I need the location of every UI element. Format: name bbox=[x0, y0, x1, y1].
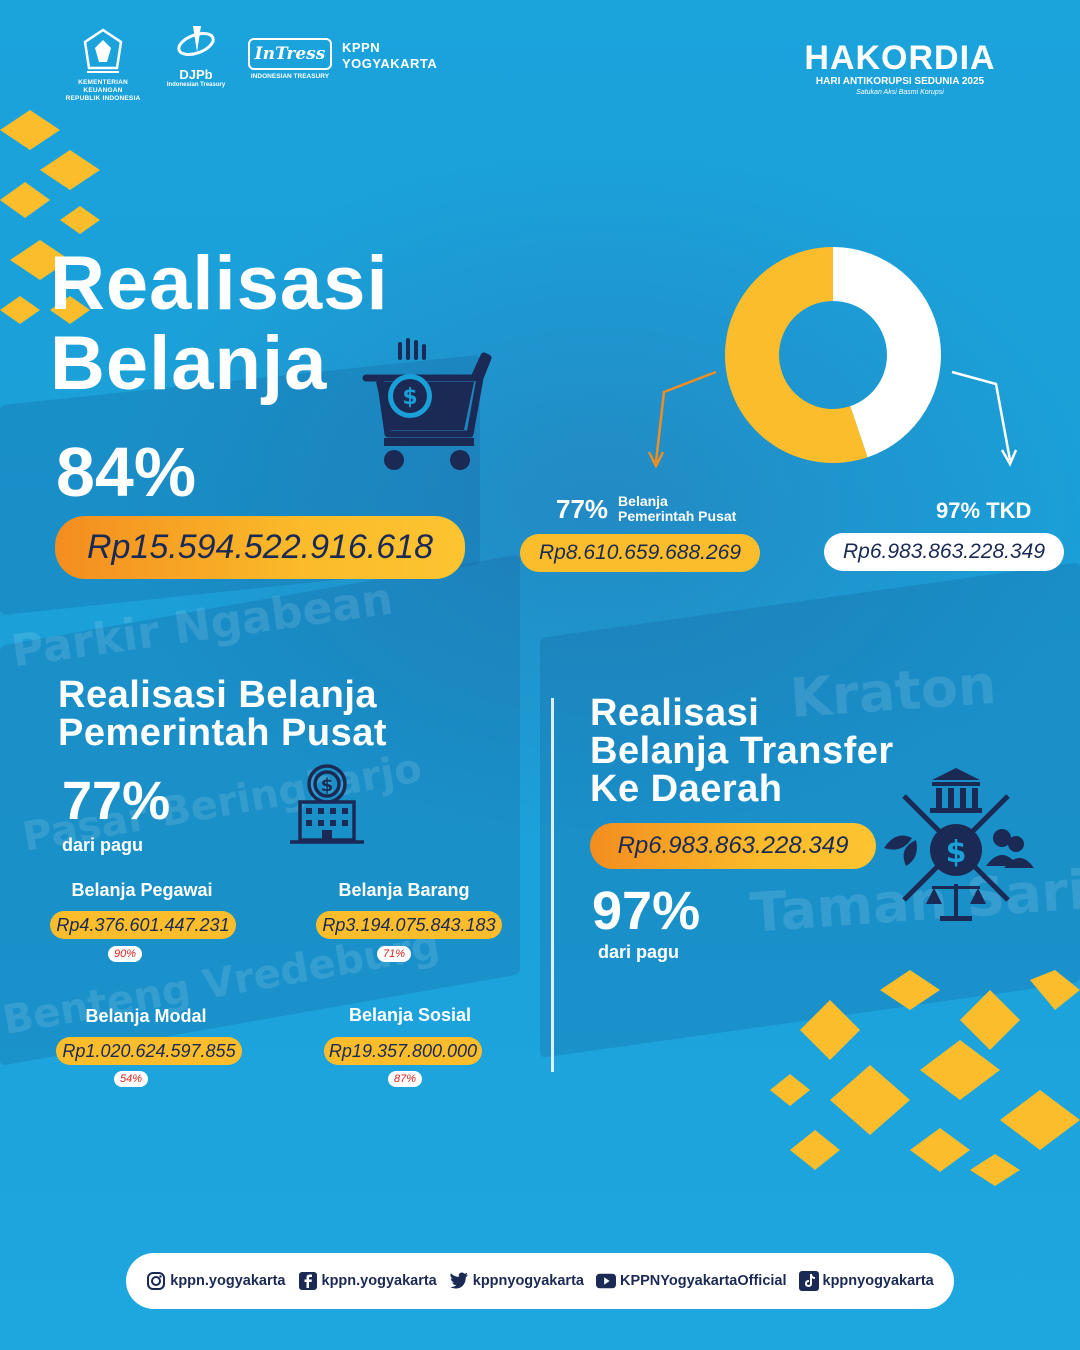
djpb-emblem-icon bbox=[177, 26, 215, 56]
svg-text:$: $ bbox=[321, 775, 334, 796]
youtube-icon bbox=[595, 1271, 616, 1291]
intress-logo: InTress INDONESIAN TREASURY bbox=[248, 38, 332, 80]
donut-pusat-label-line1: Belanja bbox=[618, 493, 668, 509]
twitter-icon bbox=[449, 1271, 469, 1291]
instagram-icon bbox=[146, 1271, 166, 1291]
page-title-line2: Belanja bbox=[50, 321, 328, 406]
social-footer: kppn.yogyakarta kppn.yogyakarta kppnyogy… bbox=[126, 1253, 954, 1309]
kppn-line2: YOGYAKARTA bbox=[342, 56, 438, 71]
tkd-title-line3: Ke Daerah bbox=[590, 768, 783, 810]
building-money-icon: $ bbox=[290, 764, 364, 844]
instagram-handle: kppn.yogyakarta bbox=[170, 1273, 286, 1289]
intress-sub: INDONESIAN TREASURY bbox=[250, 73, 330, 80]
social-twitter[interactable]: kppnyogyakarta bbox=[449, 1271, 584, 1291]
twitter-handle: kppnyogyakarta bbox=[472, 1273, 584, 1289]
kemenkeu-logo: KEMENTERIAN KEUANGAN REPUBLIK INDONESIA bbox=[58, 28, 148, 103]
hakordia-tagline: Satukan Aksi Basmi Korupsi bbox=[856, 89, 944, 96]
item-label-pegawai: Belanja Pegawai bbox=[71, 880, 213, 900]
tkd-section-title: Realisasi Belanja Transfer Ke Daerah bbox=[590, 694, 894, 808]
total-amount-pill: Rp15.594.522.916.618 bbox=[55, 516, 465, 579]
social-tiktok[interactable]: kppnyogyakarta bbox=[798, 1271, 934, 1291]
donut-tkd-amount-pill: Rp6.983.863.228.349 bbox=[824, 533, 1064, 571]
page-title: Realisasi Belanja bbox=[50, 244, 389, 404]
intress-name: InTress bbox=[248, 38, 332, 70]
donut-tkd-label: 97% TKD bbox=[936, 498, 1032, 523]
facebook-handle: kppn.yogyakarta bbox=[321, 1273, 437, 1289]
djpb-sub: Indonesian Treasury bbox=[166, 82, 226, 88]
item-percent-badge-modal: 54% bbox=[114, 1071, 148, 1087]
social-instagram[interactable]: kppn.yogyakarta bbox=[146, 1271, 286, 1291]
kppn-line1: KPPN bbox=[342, 40, 381, 55]
item-percent-badge-sosial: 87% bbox=[388, 1071, 422, 1087]
batik-ornament-bottom-right bbox=[770, 970, 1080, 1186]
kemenkeu-sub: REPUBLIK INDONESIA bbox=[65, 95, 141, 102]
item-amount-modal: Rp1.020.624.597.855 bbox=[56, 1037, 242, 1065]
pusat-pagu-label: dari pagu bbox=[62, 835, 144, 855]
djpb-logo: DJPb Indonesian Treasury bbox=[160, 24, 232, 88]
donut-pusat-amount-pill: Rp8.610.659.688.269 bbox=[520, 534, 760, 572]
item-label-barang: Belanja Barang bbox=[338, 880, 470, 900]
donut-label-pusat: 77% Belanja Pemerintah Pusat bbox=[556, 493, 737, 525]
donut-chart bbox=[725, 247, 941, 463]
social-youtube[interactable]: KPPNYogyakartaOfficial bbox=[595, 1271, 787, 1291]
tiktok-icon bbox=[798, 1271, 819, 1291]
kemenkeu-emblem-icon bbox=[83, 28, 123, 73]
section-divider bbox=[551, 698, 554, 1072]
social-facebook[interactable]: kppn.yogyakarta bbox=[298, 1271, 437, 1291]
transfer-daerah-icon: $ bbox=[884, 768, 1034, 921]
svg-text:$: $ bbox=[402, 385, 417, 410]
tkd-percent: 97% bbox=[592, 881, 701, 941]
item-amount-sosial: Rp19.357.800.000 bbox=[324, 1037, 482, 1065]
arrow-left-icon bbox=[647, 370, 717, 469]
item-label-sosial: Belanja Sosial bbox=[348, 1005, 472, 1025]
tkd-title-line1: Realisasi bbox=[590, 692, 760, 734]
kemenkeu-name: KEMENTERIAN KEUANGAN bbox=[78, 79, 128, 94]
svg-text:$: $ bbox=[946, 835, 967, 870]
pusat-title-line2: Pemerintah Pusat bbox=[58, 712, 387, 754]
arrow-right-icon bbox=[951, 370, 1018, 467]
pusat-section-title: Realisasi Belanja Pemerintah Pusat bbox=[58, 676, 387, 752]
hakordia-sub: HARI ANTIKORUPSI SEDUNIA 2025 bbox=[815, 76, 985, 87]
item-amount-pegawai: Rp4.376.601.447.231 bbox=[50, 911, 236, 939]
donut-segment-pusat bbox=[725, 247, 868, 463]
item-amount-barang: Rp3.194.075.843.183 bbox=[316, 911, 502, 939]
tkd-amount-pill: Rp6.983.863.228.349 bbox=[590, 823, 876, 869]
donut-pusat-label-line2: Pemerintah Pusat bbox=[618, 508, 737, 524]
tiktok-handle: kppnyogyakarta bbox=[822, 1273, 934, 1289]
shopping-cart-money-icon: $ bbox=[362, 338, 492, 470]
hakordia-logo: HAKORDIA HARI ANTIKORUPSI SEDUNIA 2025 S… bbox=[800, 40, 1000, 98]
tkd-title-line2: Belanja Transfer bbox=[590, 730, 894, 772]
donut-pusat-percent: 77% bbox=[556, 494, 609, 524]
item-percent-badge-pegawai: 90% bbox=[108, 946, 142, 962]
item-percent-badge-barang: 71% bbox=[377, 946, 411, 962]
pusat-percent: 77% bbox=[62, 771, 171, 831]
page-title-line1: Realisasi bbox=[50, 241, 389, 326]
donut-segment-tkd bbox=[833, 247, 941, 458]
batik-ornament-top-left bbox=[0, 110, 100, 324]
tkd-pagu-label: dari pagu bbox=[598, 942, 680, 962]
hakordia-title: HAKORDIA bbox=[804, 39, 996, 77]
djpb-name: DJPb bbox=[179, 67, 213, 82]
item-label-modal: Belanja Modal bbox=[85, 1006, 207, 1026]
youtube-handle: KPPNYogyakartaOfficial bbox=[619, 1273, 787, 1289]
facebook-icon bbox=[298, 1271, 318, 1291]
kppn-logo-text: KPPN YOGYAKARTA bbox=[342, 40, 437, 72]
total-percent: 84% bbox=[56, 433, 197, 511]
pusat-title-line1: Realisasi Belanja bbox=[58, 674, 378, 716]
